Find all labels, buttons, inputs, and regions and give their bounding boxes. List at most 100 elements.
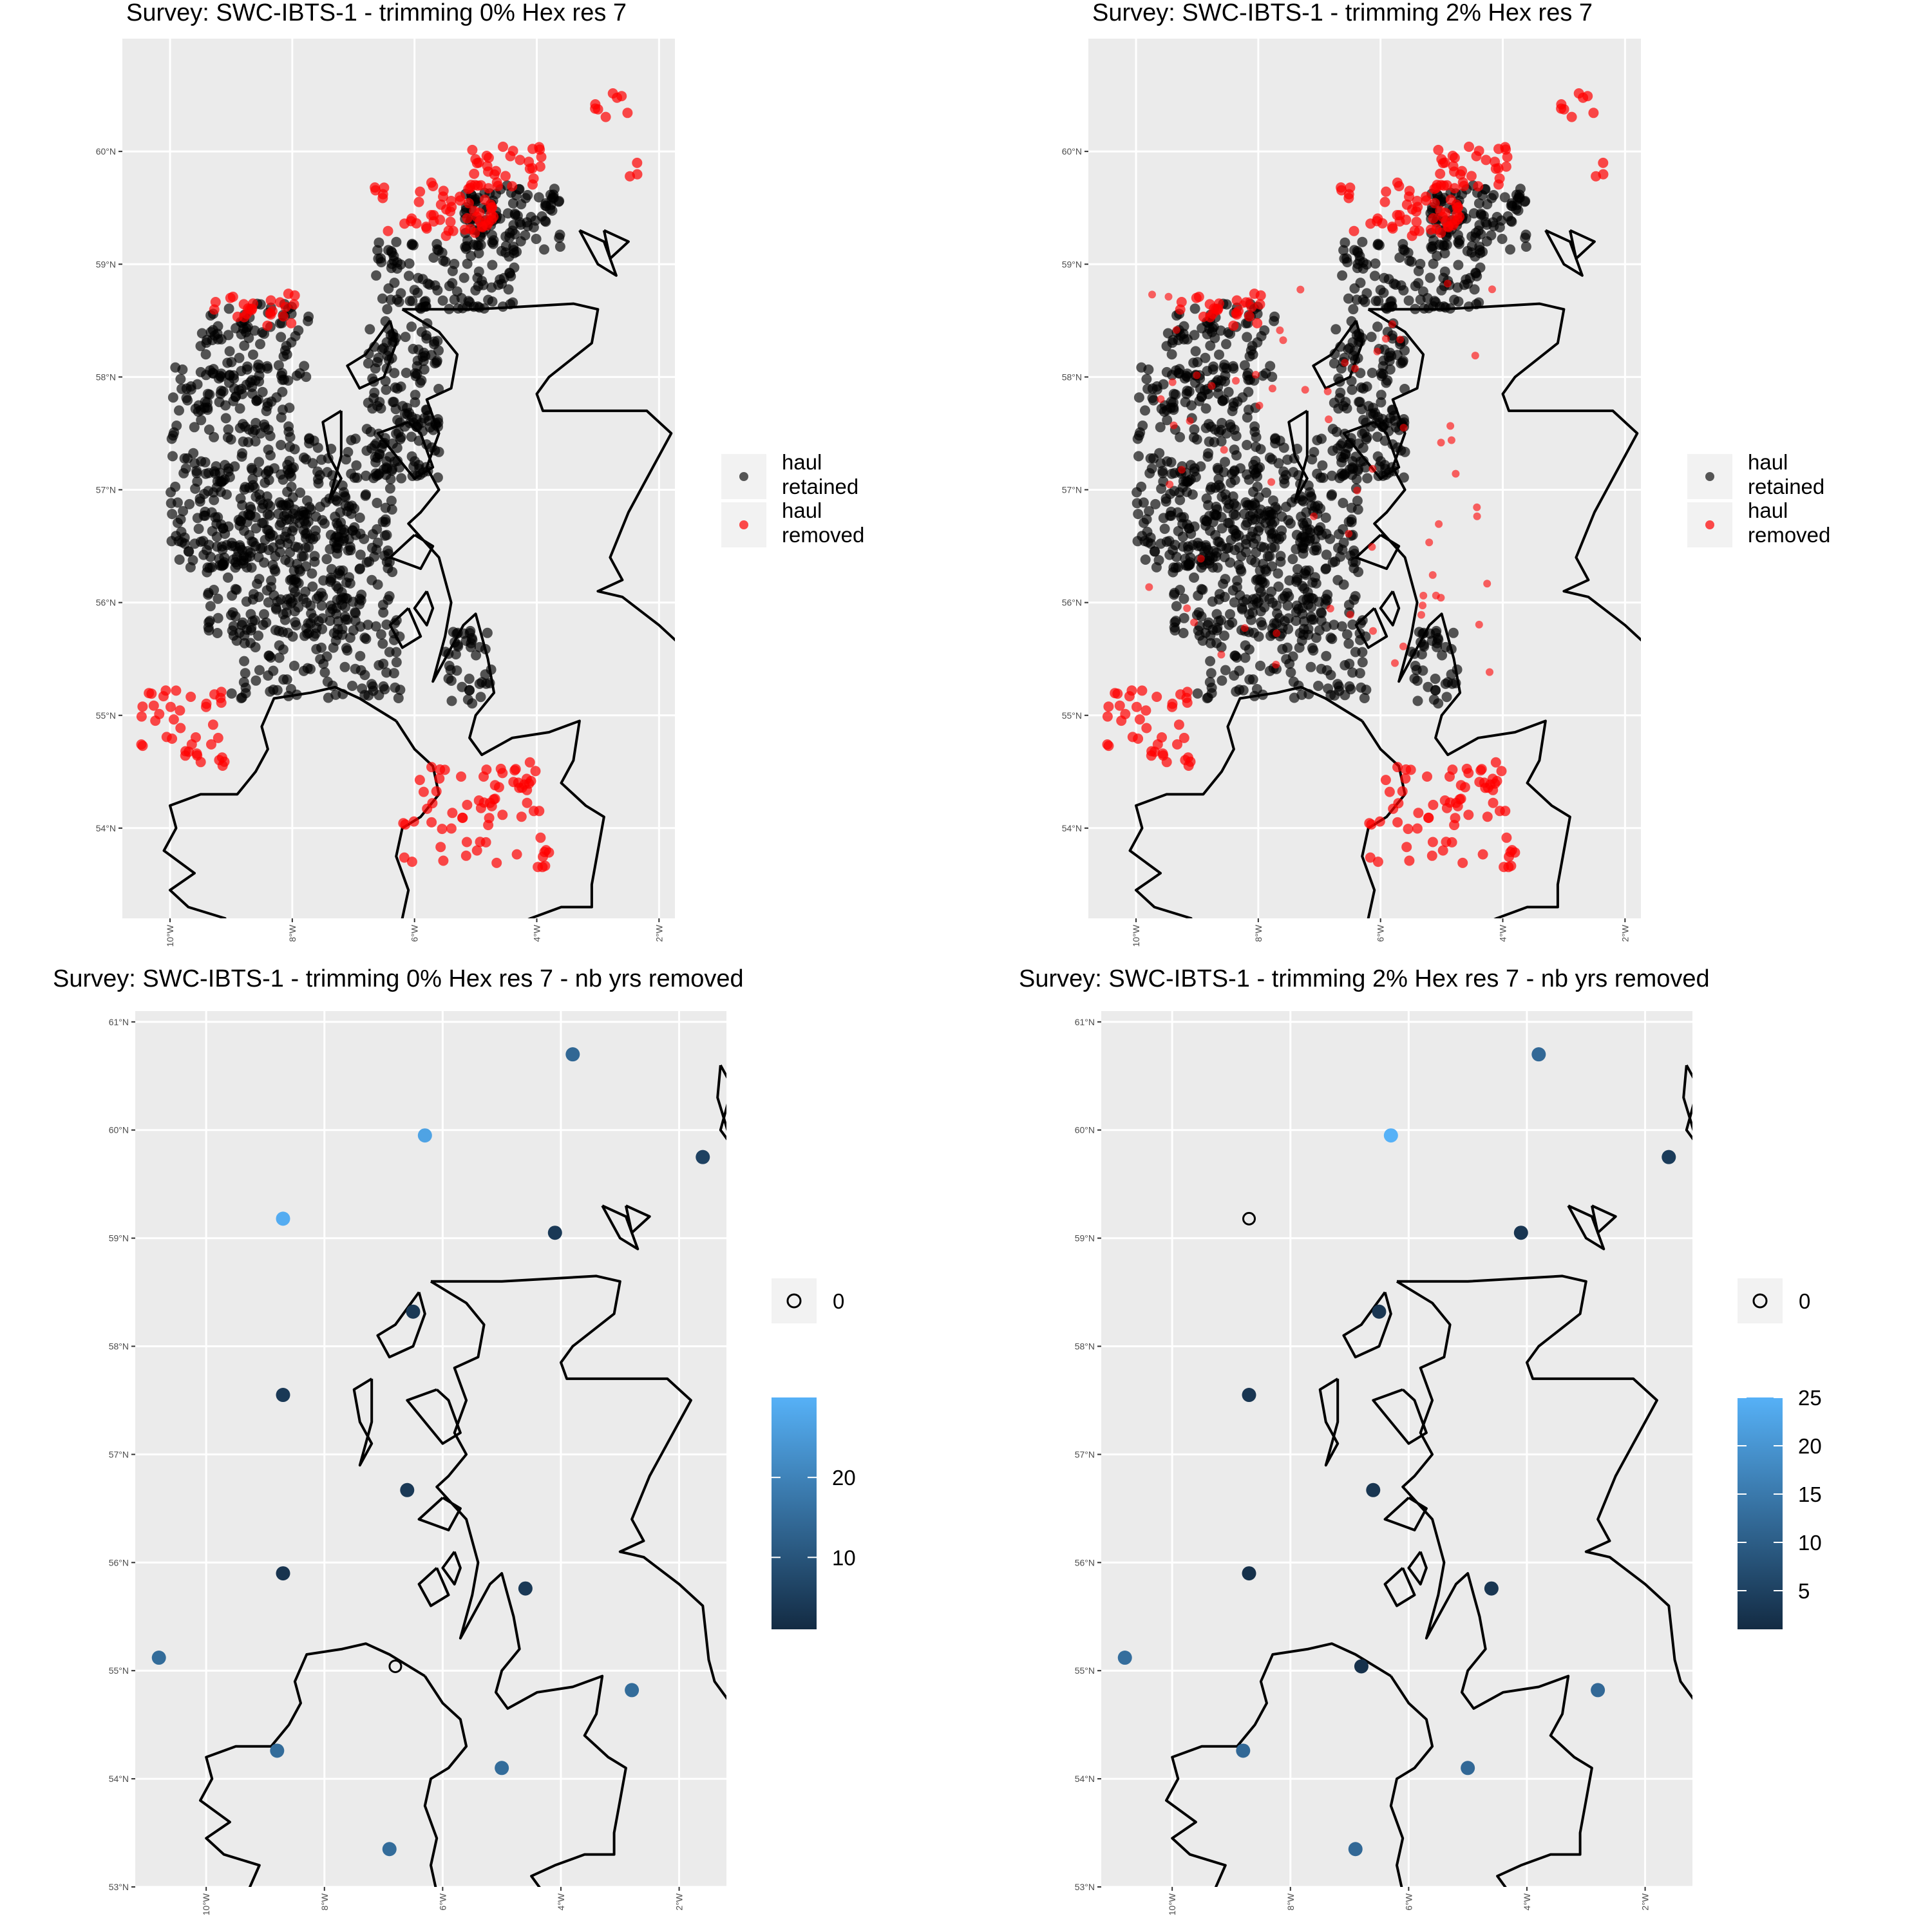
haul-removed-point [1114, 700, 1125, 711]
haul-retained-point [422, 278, 433, 289]
haul-retained-point [1316, 615, 1327, 626]
haul-removed-point [622, 108, 633, 118]
haul-retained-point [447, 265, 458, 276]
haul-retained-point [1358, 455, 1369, 466]
haul-retained-point [428, 252, 439, 263]
haul-retained-point [1142, 526, 1153, 537]
haul-removed-point [1301, 386, 1309, 394]
haul-retained-point [235, 516, 246, 527]
coastline-segment [601, 1204, 639, 1251]
haul-retained-point [368, 376, 379, 387]
haul-retained-point [283, 690, 294, 701]
haul-removed-point [491, 857, 502, 868]
haul-retained-point [1271, 618, 1282, 629]
haul-retained-point [1316, 608, 1327, 619]
haul-removed-point [473, 157, 484, 168]
coastline [1165, 1065, 1692, 1887]
haul-retained-point [310, 531, 321, 542]
haul-removed-point [1439, 157, 1450, 168]
haul-retained-point [226, 688, 237, 699]
haul-removed-point [166, 701, 176, 712]
haul-retained-point [1496, 215, 1507, 226]
colorbar-tick-label: 20 [832, 1466, 856, 1490]
haul-retained-point [1356, 682, 1367, 693]
haul-retained-point [1323, 683, 1334, 694]
haul-removed-point [1182, 752, 1193, 763]
haul-retained-point [259, 328, 270, 339]
haul-retained-point [421, 330, 431, 341]
lat-tick-label: 59°N [1075, 1233, 1095, 1244]
haul-retained-point [1477, 247, 1488, 257]
lat-tick-label: 56°N [109, 1557, 129, 1567]
haul-retained-point [1175, 585, 1186, 595]
panel-title: Survey: SWC-IBTS-1 - trimming 0% Hex res… [126, 0, 627, 26]
haul-retained-point [1223, 542, 1234, 553]
haul-removed-point [1582, 91, 1593, 102]
haul-retained-point [357, 683, 368, 694]
haul-removed-point [428, 181, 439, 191]
haul-removed-point [1411, 216, 1422, 227]
haul-retained-point [289, 444, 300, 455]
haul-retained-point [287, 631, 298, 642]
haul-removed-point [216, 687, 227, 697]
haul-retained-point [375, 403, 386, 414]
haul-retained-point [389, 336, 400, 347]
years-removed-point [696, 1150, 710, 1164]
haul-retained-point [331, 602, 342, 613]
haul-retained-point [265, 431, 276, 441]
map-panel-1: Survey: SWC-IBTS-1 - trimming 0% Hex res… [96, 0, 865, 947]
haul-removed-point [530, 766, 541, 777]
haul-removed-point [1310, 512, 1318, 520]
haul-retained-point [545, 200, 556, 211]
legend-zero-marker [1752, 1293, 1768, 1309]
haul-retained-point [1297, 602, 1308, 613]
haul-removed-point [435, 842, 446, 853]
haul-removed-point [1326, 605, 1334, 612]
haul-retained-point [1168, 402, 1179, 413]
haul-removed-point [446, 823, 457, 834]
legend-retained-marker [1705, 472, 1714, 481]
haul-removed-point [456, 771, 466, 782]
haul-removed-point [421, 222, 431, 232]
haul-removed-point [1172, 739, 1182, 750]
haul-retained-point [220, 413, 231, 424]
haul-retained-point [1267, 533, 1278, 544]
haul-retained-point [522, 221, 533, 232]
coastline-segment [1567, 1204, 1605, 1251]
haul-removed-point [480, 837, 491, 848]
haul-retained-point [1347, 667, 1358, 678]
haul-retained-point [184, 498, 195, 509]
coastline-segment [1354, 533, 1401, 571]
haul-retained-point [553, 196, 564, 207]
haul-retained-point [1305, 491, 1316, 502]
haul-removed-point [265, 309, 276, 320]
haul-retained-point [1273, 568, 1283, 579]
haul-removed-point [1238, 300, 1247, 308]
haul-retained-point [274, 640, 285, 651]
haul-retained-point [234, 352, 245, 363]
haul-retained-point [1224, 620, 1235, 630]
haul-retained-point [241, 327, 251, 337]
haul-retained-point [1349, 283, 1360, 294]
zero-year-point [388, 1659, 402, 1673]
haul-retained-point [1317, 460, 1328, 471]
haul-retained-point [457, 303, 468, 314]
haul-removed-point [1506, 845, 1517, 856]
haul-retained-point [409, 285, 420, 296]
haul-removed-point [1501, 144, 1511, 155]
haul-removed-point [1170, 421, 1178, 430]
haul-retained-point [491, 189, 501, 200]
haul-retained-point [1223, 386, 1234, 397]
haul-retained-point [1295, 478, 1306, 489]
haul-retained-point [1148, 395, 1159, 406]
haul-removed-point [461, 837, 472, 848]
haul-removed-point [1437, 845, 1448, 856]
haul-retained-point [1358, 442, 1368, 453]
haul-retained-point [1346, 375, 1357, 386]
haul-removed-point [413, 196, 424, 207]
haul-retained-point [261, 491, 272, 502]
lat-tick-label: 56°N [1075, 1557, 1095, 1567]
haul-retained-point [484, 677, 495, 688]
haul-retained-point [1266, 586, 1277, 597]
haul-removed-point [1482, 811, 1493, 822]
